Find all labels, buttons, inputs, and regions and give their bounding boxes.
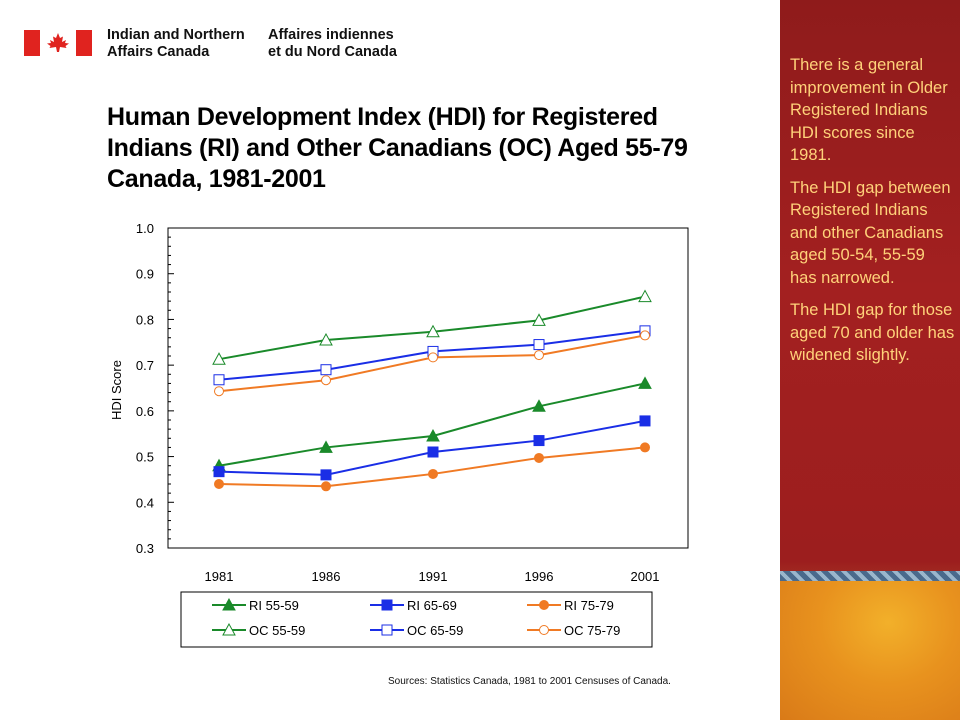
data-point-0-3: [532, 399, 546, 412]
data-point-4-1: [320, 364, 332, 376]
data-point-3-0: [212, 352, 226, 365]
decorative-stripe: [780, 571, 960, 581]
org-fr-line1: Affaires indiennes: [268, 27, 394, 43]
data-point-5-4: [640, 330, 650, 341]
legend-marker: [222, 622, 236, 636]
data-point-5-0: [214, 386, 224, 397]
org-en-line2: Affairs Canada: [107, 44, 210, 60]
canada-flag-icon: [24, 30, 92, 56]
x-tick-label: 1991: [419, 569, 448, 584]
data-point-1-2: [427, 446, 439, 458]
legend-marker: [539, 625, 549, 635]
y-tick-label: 0.8: [136, 312, 154, 327]
legend-label: OC 55-59: [249, 623, 305, 638]
legend-marker: [539, 600, 549, 610]
data-point-3-3: [532, 313, 546, 326]
legend-label: OC 75-79: [564, 623, 620, 638]
data-point-5-1: [321, 375, 331, 386]
data-point-1-0: [213, 466, 225, 478]
data-point-3-4: [638, 289, 652, 303]
data-point-5-3: [534, 350, 544, 361]
notes-panel: There is a general improvement in Older …: [780, 0, 960, 720]
data-point-1-4: [639, 415, 651, 427]
y-axis-label: HDI Score: [109, 360, 124, 420]
x-tick-label: 1996: [525, 569, 554, 584]
legend-label: RI 65-69: [407, 598, 457, 613]
plot-frame: [167, 227, 689, 549]
data-point-3-1: [319, 332, 333, 346]
legend-box: [180, 591, 653, 648]
y-tick-label: 0.6: [136, 404, 154, 419]
y-tick-label: 0.4: [136, 495, 154, 510]
data-point-2-0: [214, 479, 224, 489]
data-point-1-3: [533, 435, 545, 447]
data-point-2-2: [428, 468, 438, 479]
y-tick-label: 1.0: [136, 221, 154, 236]
data-point-2-3: [534, 452, 544, 463]
data-point-5-2: [428, 352, 438, 363]
data-point-0-2: [426, 428, 440, 442]
series-line-5: [218, 334, 646, 393]
note-2: The HDI gap between Registered Indians a…: [790, 178, 951, 287]
hdi-line-chart: 0.3 0.4 0.5 0.6 0.7 0.8 0.9 1.0 1981 1986 1991 1996…: [109, 221, 689, 648]
decorative-gold-band: [780, 581, 960, 720]
data-point-0-1: [319, 440, 333, 453]
legend-marker: [381, 599, 393, 611]
y-tick-label: 0.5: [136, 450, 154, 465]
data-point-4-3: [533, 339, 545, 351]
y-tick-label: 0.9: [136, 267, 154, 282]
org-name-french: Affaires indiennes et du Nord Canada: [268, 27, 397, 61]
data-point-2-4: [640, 442, 650, 453]
x-tick-label: 2001: [631, 569, 660, 584]
source-note: Sources: Statistics Canada, 1981 to 2001…: [388, 676, 671, 687]
notes-list: There is a general improvement in Older …: [790, 54, 956, 377]
note-3: The HDI gap for those aged 70 and older …: [790, 301, 955, 364]
x-tick-label: 1986: [312, 569, 341, 584]
legend-label: OC 65-59: [407, 623, 463, 638]
org-fr-line2: et du Nord Canada: [268, 44, 397, 60]
x-tick-label: 1981: [205, 569, 234, 584]
data-point-4-0: [213, 374, 225, 386]
title-line2: Indians (RI) and Other Canadians (OC) Ag…: [107, 134, 688, 162]
page-title: Human Development Index (HDI) for Regist…: [107, 102, 747, 195]
data-point-0-4: [638, 376, 652, 389]
legend-label: RI 75-79: [564, 598, 614, 613]
title-line3: Canada, 1981-2001: [107, 165, 326, 193]
legend-marker: [222, 597, 236, 611]
legend-marker: [381, 624, 393, 636]
data-point-1-1: [320, 469, 332, 481]
note-1: There is a general improvement in Older …: [790, 56, 948, 164]
y-tick-label: 0.3: [136, 541, 154, 556]
title-line1: Human Development Index (HDI) for Regist…: [107, 103, 658, 131]
y-tick-label: 0.7: [136, 358, 154, 373]
data-point-3-2: [426, 324, 440, 338]
data-point-2-1: [321, 481, 331, 492]
org-en-line1: Indian and Northern: [107, 27, 245, 43]
org-name-english: Indian and Northern Affairs Canada: [107, 27, 245, 61]
legend-label: RI 55-59: [249, 598, 299, 613]
